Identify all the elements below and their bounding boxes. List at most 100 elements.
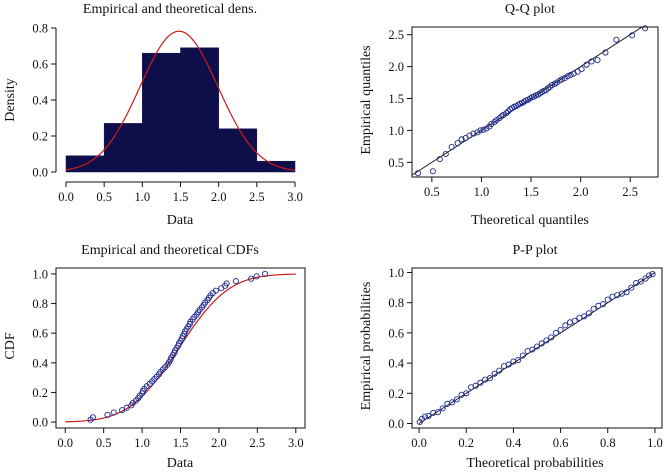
cdf-x-tick-label: 0.0 [57,436,73,450]
cdf-theoretical-curve [65,273,296,423]
pp-x-tick-label: 0.2 [458,436,474,450]
cdf-y-tick-label: 0.0 [32,416,48,430]
pp-y-tick-label: 0.8 [388,296,404,310]
pp-point [571,317,578,324]
qq-point [642,25,649,32]
density-x-tick-label: 1.5 [173,190,189,204]
cdf-ylabel: CDF [3,332,18,359]
cdf-y-tick-label: 0.8 [32,297,48,311]
qq-point [458,136,465,143]
pp-point [562,322,569,329]
pp-x-tick-label: 0.4 [506,436,522,450]
cdf-plot-frame [55,267,306,429]
cdf-y-tick-label: 0.2 [32,386,48,400]
pp-point [649,270,656,278]
pp-y-tick-label: 1.0 [388,266,404,280]
panel-cdf: Empirical and theoretical CDFs Data CDF … [3,243,306,471]
qq-points [414,25,649,177]
cdf-point [212,287,219,294]
qq-point [553,79,560,86]
qq-point [505,108,512,115]
density-bars [65,47,296,173]
cdf-title: Empirical and theoretical CDFs [81,243,259,258]
qq-point [578,66,585,73]
qq-y-tick-label: 2.0 [388,60,404,74]
pp-point [477,379,484,386]
qq-point [583,61,590,68]
pp-point [557,326,564,333]
pp-point [515,357,522,364]
pp-point [453,396,460,403]
pp-point [604,296,611,303]
density-y-tick-label: 0.6 [32,58,48,72]
qq-point [477,127,484,134]
panel-pp: P-P plot Theoretical probabilities Empir… [359,243,663,471]
density-x-tick-label: 0.5 [96,190,112,204]
qq-point [454,140,461,147]
pp-point [581,313,588,320]
cdf-point [261,270,269,277]
density-theoretical-curve [65,30,296,171]
cdf-point [104,411,111,418]
cdf-y-tick-label: 0.6 [32,327,48,341]
pp-x-tick-label: 0.0 [411,436,427,450]
qq-point [436,156,443,163]
density-xlabel: Data [167,213,194,228]
pp-x-tick-label: 0.6 [553,436,569,450]
qq-ylabel: Empirical quantiles [359,45,374,154]
pp-point [642,275,649,282]
density-x-tick-label: 2.5 [249,190,265,204]
density-x-tick-label: 1.0 [135,190,151,204]
density-bar [180,47,219,173]
pp-point [529,346,536,353]
qq-y-tick-label: 0.5 [388,156,404,170]
pp-point [416,418,423,426]
pp-point [637,278,644,285]
qq-title: Q-Q plot [505,2,555,17]
qq-point [567,71,574,78]
cdf-point [218,285,225,292]
qq-point [491,119,498,126]
cdf-x-tick-label: 3.0 [288,436,304,450]
pp-point [449,399,456,406]
pp-point [496,367,503,374]
pp-point [599,301,607,308]
qq-x-tick-label: 1.0 [474,185,490,199]
qq-point [496,115,503,122]
cdf-x-tick-label: 0.5 [96,436,112,450]
pp-point [486,375,493,382]
qq-point [414,170,422,177]
pp-y-tick-label: 0.6 [388,326,404,340]
qq-point [546,83,553,91]
density-y-tick-label: 0.4 [32,94,48,108]
cdf-point [253,273,260,280]
density-x-tick-label: 3.0 [287,190,303,204]
qq-point [561,75,568,82]
qq-point [548,82,555,89]
density-title: Empirical and theoretical dens. [83,2,257,17]
density-bar [256,160,296,173]
qq-point [613,36,620,43]
pp-point [538,340,545,347]
cdf-x-tick-label: 2.5 [250,436,266,450]
pp-y-tick-label: 0.0 [388,417,404,431]
density-x-tick-label: 2.0 [211,190,227,204]
qq-point [503,110,510,117]
pp-point [628,284,635,291]
qq-point [474,129,481,136]
density-ylabel: Density [3,78,18,122]
cdf-axes: 0.0 0.5 1.0 1.5 2.0 2.5 3.0 0.0 0.2 0.4 0.6 0.8 1.0 [32,267,303,450]
pp-point [439,405,446,412]
pp-point [623,289,630,296]
qq-point [429,168,436,175]
cdf-xlabel: Data [167,456,194,471]
pp-y-tick-label: 0.2 [388,387,404,401]
qq-x-tick-label: 1.5 [523,185,539,199]
qq-point [500,112,507,119]
qq-plot-frame [411,26,659,178]
cdf-point [123,404,130,411]
density-x-tick-label: 0.0 [58,190,74,204]
qq-point [448,143,455,151]
pp-xlabel: Theoretical probabilities [466,456,603,471]
